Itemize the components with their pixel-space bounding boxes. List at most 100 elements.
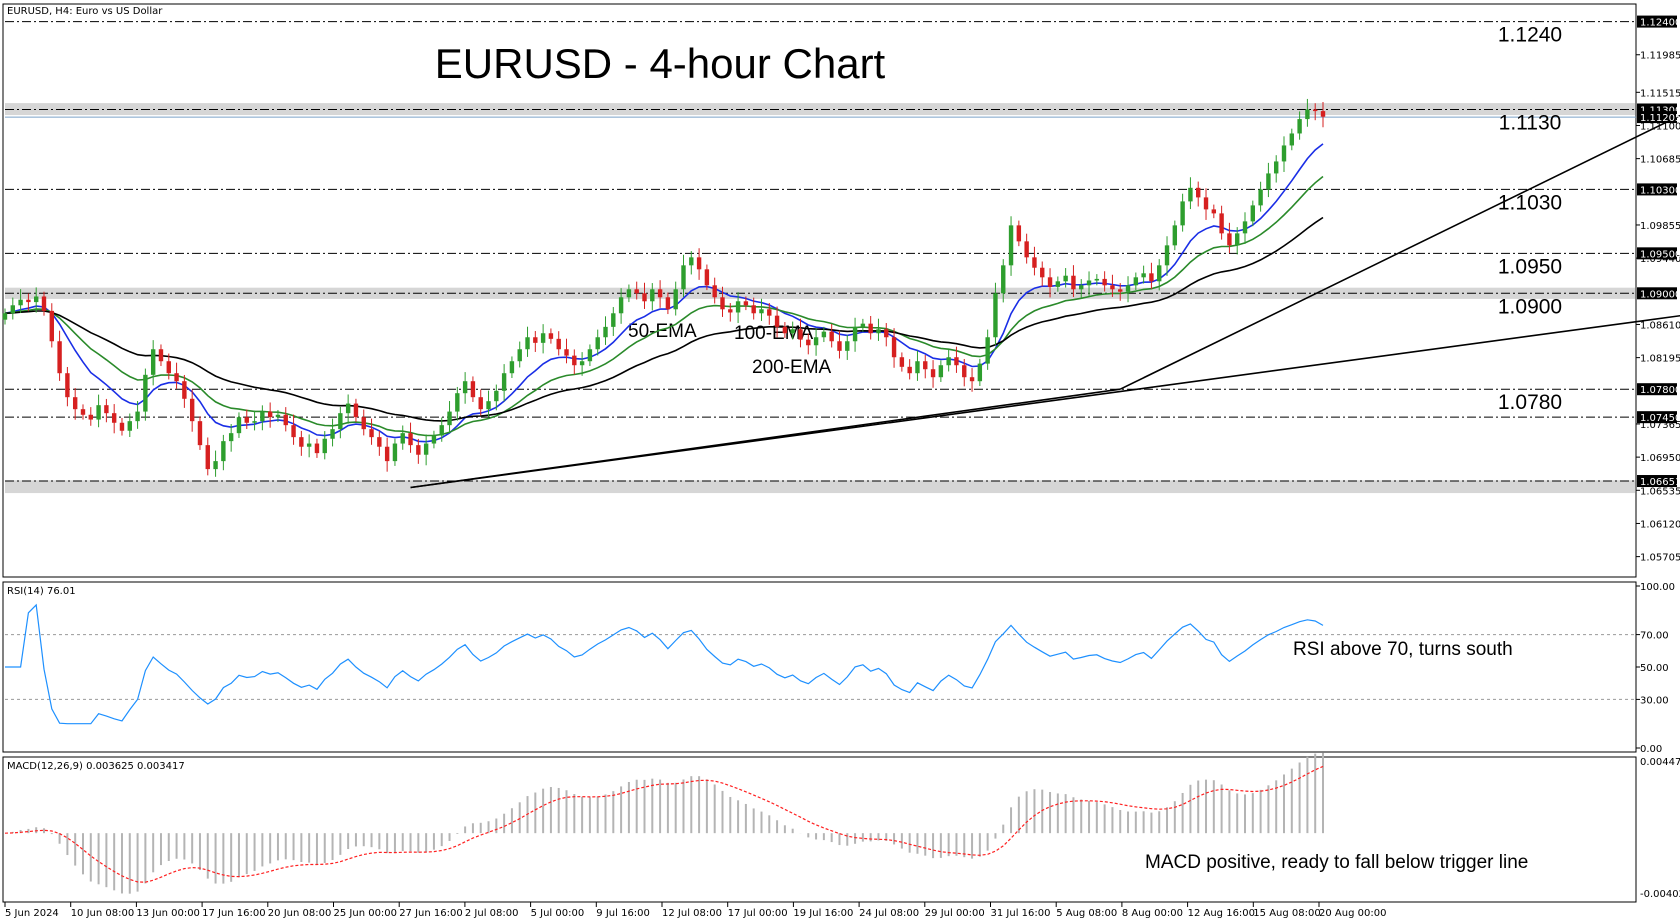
candle-body-125 xyxy=(977,363,983,382)
x-tick-label-2: 13 Jun 00:00 xyxy=(136,908,200,919)
candle-body-37 xyxy=(291,425,296,438)
candle-body-108 xyxy=(845,341,850,351)
candle-body-103 xyxy=(806,339,811,346)
candle-body-102 xyxy=(798,329,803,340)
macd-group xyxy=(4,752,1324,894)
candle-body-48 xyxy=(377,437,382,447)
x-tick-label-14: 29 Jul 00:00 xyxy=(925,908,985,919)
candle-body-49 xyxy=(384,446,390,462)
x-tick-label-12: 19 Jul 16:00 xyxy=(793,908,853,919)
rsi-annotation: RSI above 70, turns south xyxy=(1293,639,1513,660)
candle-body-21 xyxy=(166,361,171,374)
candle-body-71 xyxy=(556,338,561,350)
candle-body-110 xyxy=(860,323,866,327)
candle-body-74 xyxy=(579,361,585,366)
price-tick-label-1: 1.11515 xyxy=(1640,88,1680,99)
candle-body-89 xyxy=(696,257,702,270)
x-tick-label-5: 25 Jun 00:00 xyxy=(334,908,398,919)
candle-body-99 xyxy=(774,315,780,327)
candle-body-6 xyxy=(49,310,54,342)
candle-body-44 xyxy=(345,403,351,414)
candle-body-94 xyxy=(735,301,741,313)
price-panel-frame xyxy=(2,3,1637,578)
candle-body-112 xyxy=(876,329,881,334)
support-zone-1 xyxy=(5,287,1635,299)
candle-body-75 xyxy=(587,349,593,362)
level-label-3: 1.0950 xyxy=(1498,255,1562,278)
candle-body-122 xyxy=(954,357,959,366)
candle-body-139 xyxy=(1086,280,1092,286)
candle-body-43 xyxy=(338,413,343,430)
rsi-line xyxy=(5,603,1324,725)
rsi-tick-label-3: 30.00 xyxy=(1640,695,1669,706)
candle-body-64 xyxy=(501,373,507,391)
candle-body-66 xyxy=(517,349,522,362)
candles-group xyxy=(2,98,1326,477)
candle-body-63 xyxy=(494,390,499,402)
level-label-1: 1.1130 xyxy=(1499,111,1562,134)
candle-body-101 xyxy=(790,329,795,334)
candle-body-77 xyxy=(603,326,608,338)
candle-body-106 xyxy=(829,331,834,342)
trendline-2 xyxy=(1119,114,1680,390)
candle-body-79 xyxy=(618,297,624,314)
price-axis-group: 1.11985 1.11515 1.11100 1.10685 1.09855 1.094… xyxy=(1636,15,1680,564)
price-tag-box-0 xyxy=(1637,15,1677,28)
candle-body-140 xyxy=(1094,278,1100,281)
candle-body-0 xyxy=(2,313,8,320)
candle-body-87 xyxy=(681,265,686,290)
candle-body-53 xyxy=(416,445,421,455)
candle-body-126 xyxy=(985,337,990,364)
candle-body-78 xyxy=(611,313,616,327)
candle-body-20 xyxy=(158,349,164,362)
candle-body-9 xyxy=(72,397,78,410)
candle-body-114 xyxy=(891,337,897,358)
price-tick-label-2: 1.11100 xyxy=(1640,121,1680,132)
candle-body-145 xyxy=(1133,277,1139,286)
level-label-5: 1.0780 xyxy=(1498,391,1562,414)
ema50-label: 50-EMA xyxy=(628,321,697,342)
price-tick-label-11: 1.06120 xyxy=(1640,519,1680,530)
price-tick-label-0: 1.11985 xyxy=(1640,51,1680,62)
candle-body-115 xyxy=(899,357,905,367)
candle-body-146 xyxy=(1141,273,1146,278)
candle-body-73 xyxy=(572,355,577,366)
candle-body-133 xyxy=(1040,267,1045,278)
price-tag-label-8: 1.06651 xyxy=(1640,477,1680,488)
x-tick-label-13: 24 Jul 08:00 xyxy=(859,908,919,919)
rsi-group: 100.00 70.00 50.00 30.00 0.00 xyxy=(5,582,1675,755)
candle-body-38 xyxy=(299,437,304,447)
candle-body-81 xyxy=(634,289,639,294)
price-tick-label-9: 1.06950 xyxy=(1640,453,1680,464)
candle-body-85 xyxy=(665,297,671,310)
candle-body-52 xyxy=(408,433,413,446)
candle-body-41 xyxy=(322,438,327,454)
macd-axis-bottom: -0.004023 xyxy=(1640,889,1680,900)
candle-body-136 xyxy=(1063,275,1068,282)
x-tick-label-11: 17 Jul 00:00 xyxy=(728,908,788,919)
candle-body-88 xyxy=(689,257,694,266)
price-tag-box-3 xyxy=(1637,183,1677,196)
support-zone-0 xyxy=(5,103,1635,116)
candle-body-39 xyxy=(306,443,312,447)
x-tick-label-4: 20 Jun 08:00 xyxy=(268,908,332,919)
candle-body-167 xyxy=(1305,109,1310,120)
candle-body-141 xyxy=(1102,278,1107,286)
candle-body-45 xyxy=(353,403,359,418)
candle-body-72 xyxy=(564,349,569,356)
price-tag-box-8 xyxy=(1637,475,1677,488)
candle-body-3 xyxy=(26,299,31,303)
candle-body-153 xyxy=(1196,187,1201,198)
candle-body-97 xyxy=(759,309,764,314)
candle-body-138 xyxy=(1079,285,1084,290)
levels-group xyxy=(5,21,1636,482)
macd-panel-frame xyxy=(2,756,1637,903)
macd-indicator-label: MACD(12,26,9) 0.003625 0.003417 xyxy=(7,761,185,772)
candle-body-24 xyxy=(189,398,195,422)
candle-body-23 xyxy=(182,381,187,399)
price-tag-label-3: 1.10300 xyxy=(1640,185,1680,196)
candle-body-10 xyxy=(80,409,86,415)
candle-body-22 xyxy=(174,373,179,382)
candle-body-130 xyxy=(1016,225,1022,242)
candle-body-137 xyxy=(1071,275,1076,290)
